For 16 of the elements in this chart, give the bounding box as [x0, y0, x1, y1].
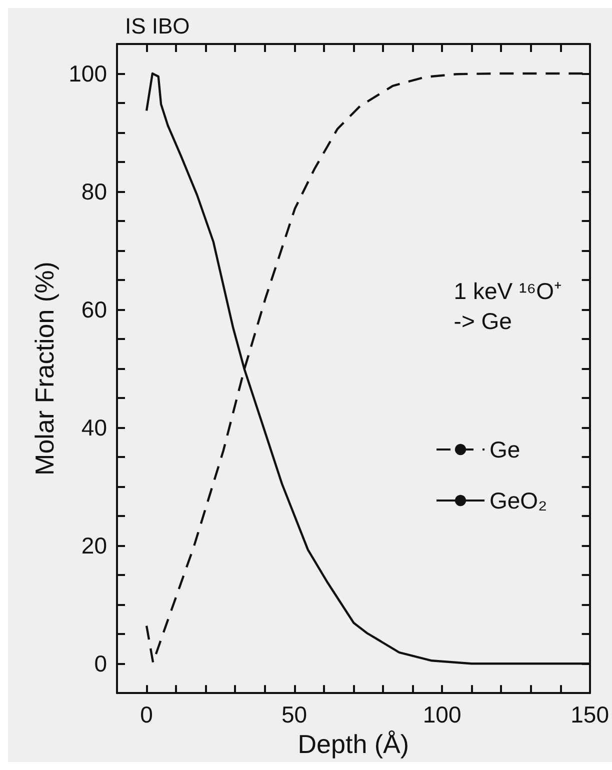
x-tick-label: 100 [422, 702, 462, 728]
chart-title: IS IBO [125, 14, 190, 38]
legend-label: Ge [490, 436, 520, 462]
y-tick-label: 0 [94, 650, 107, 677]
legend-label: GeO₂ [490, 488, 547, 514]
x-tick-label: 50 [282, 702, 308, 728]
annotation: 1 keV ¹⁶O⁺ -> Ge [454, 278, 562, 334]
y-tick-label: 60 [81, 296, 107, 323]
x-axis-title: Depth (Å) [298, 729, 410, 759]
y-tick-label: 80 [81, 178, 107, 205]
y-tick-label: 40 [81, 414, 107, 441]
y-tick-label: 100 [68, 60, 107, 87]
x-tick-label: 150 [570, 702, 609, 728]
y-tick-label: 20 [81, 532, 107, 559]
y-axis-title: Molar Fraction (%) [30, 262, 60, 476]
x-tick-label: 0 [140, 702, 153, 728]
